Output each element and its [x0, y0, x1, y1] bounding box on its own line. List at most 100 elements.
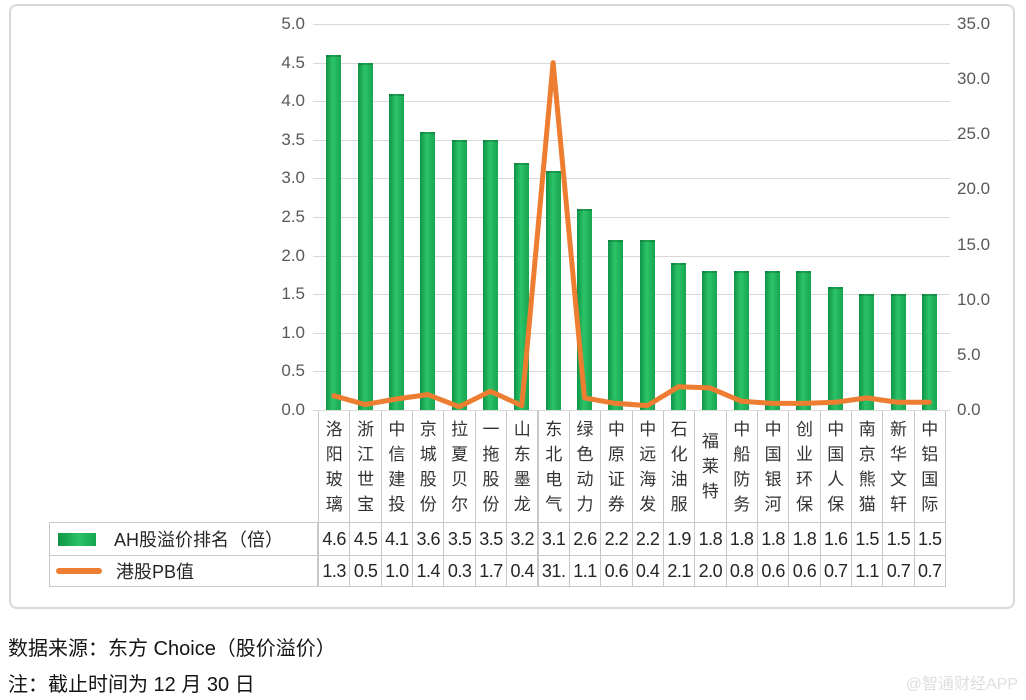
right-axis-tick-label: 5.0 — [957, 344, 981, 364]
ah-value-cell: 1.6 — [819, 522, 852, 556]
pb-value-cell: 1.4 — [412, 555, 445, 587]
ah-value-cell: 3.6 — [412, 522, 445, 556]
left-axis-tick-label: 0.5 — [281, 361, 305, 381]
ah-value-cell: 1.9 — [662, 522, 696, 556]
category-cell: 山东墨龙 — [506, 410, 539, 523]
left-axis-tick-label: 0.0 — [281, 400, 305, 419]
bar — [357, 62, 373, 410]
pb-value-cell: 1.0 — [380, 555, 414, 587]
pb-value-cell: 0.4 — [631, 555, 664, 587]
gridline — [313, 255, 950, 257]
legend-item-line: 港股PB值 — [49, 555, 318, 587]
left-axis-tick-label: 4.0 — [281, 91, 305, 111]
bar — [765, 271, 781, 410]
ah-value-cell: 4.1 — [380, 522, 414, 556]
left-axis-tick-label: 3.5 — [281, 129, 305, 149]
bar — [326, 54, 342, 410]
gridline — [313, 217, 950, 218]
category-cell: 福莱特 — [694, 410, 727, 523]
chart-frame — [9, 4, 1015, 609]
category-cell: 东北电气 — [537, 410, 570, 523]
left-axis-tick-label: 5.0 — [281, 14, 305, 33]
category-cell: 拉夏贝尔 — [443, 410, 476, 523]
left-axis-tick-label: 3.0 — [281, 168, 305, 188]
right-axis-tick-label: 30.0 — [957, 69, 991, 89]
bar — [702, 271, 718, 410]
ah-value-cell: 3.5 — [443, 522, 476, 556]
category-cell: 一拖股份 — [474, 410, 508, 523]
pb-value-cell: 0.6 — [788, 555, 821, 587]
pb-value-cell: 1.1 — [568, 555, 602, 587]
ah-value-cell: 1.5 — [882, 522, 915, 556]
pb-value-cell: 0.3 — [443, 555, 476, 587]
gridline — [313, 410, 950, 411]
bar — [451, 139, 467, 410]
legend-bar-label: AH股溢价排名（倍） — [114, 530, 284, 550]
gridline — [313, 139, 950, 141]
pb-value-cell: 0.4 — [506, 555, 539, 587]
ah-value-cell: 2.6 — [568, 522, 602, 556]
ah-value-cell: 2.2 — [600, 522, 633, 556]
ah-value-cell: 3.1 — [537, 522, 570, 556]
ah-value-cell: 1.5 — [851, 522, 884, 556]
ah-value-cell: 1.8 — [788, 522, 821, 556]
category-cell: 南京熊猫 — [851, 410, 884, 523]
left-axis-tick-label: 2.5 — [281, 207, 305, 226]
category-cell: 京城股份 — [412, 410, 445, 523]
category-cell: 中信建投 — [380, 410, 414, 523]
pb-value-cell: 0.7 — [819, 555, 852, 587]
pb-value-cell: 0.7 — [913, 555, 946, 587]
bar — [890, 294, 906, 410]
ah-value-cell: 3.2 — [506, 522, 539, 556]
pb-value-cell: 0.5 — [349, 555, 382, 587]
bar — [921, 294, 937, 410]
ah-value-cell: 3.5 — [474, 522, 508, 556]
category-cell: 中船防务 — [725, 410, 758, 523]
category-cell: 中国人保 — [819, 410, 852, 523]
right-axis-tick-label: 25.0 — [957, 124, 991, 144]
line-series-swatch — [56, 568, 102, 574]
pb-value-cell: 1.3 — [318, 555, 351, 587]
left-axis-tick-label: 2.0 — [281, 245, 305, 265]
gridline — [313, 178, 950, 180]
ah-value-cell: 2.2 — [631, 522, 664, 556]
right-axis-tick-label: 0.0 — [957, 400, 981, 419]
left-axis-tick-label: 4.5 — [281, 52, 305, 72]
category-cell: 创业环保 — [788, 410, 821, 523]
pb-value-cell: 0.7 — [882, 555, 915, 587]
right-axis-tick-label: 20.0 — [957, 179, 991, 199]
right-axis-tick-label: 10.0 — [957, 289, 991, 309]
right-axis-tick-label: 15.0 — [957, 234, 991, 254]
gridline — [313, 294, 950, 296]
pb-value-cell: 31. — [537, 555, 570, 587]
bar — [859, 294, 875, 410]
bar — [388, 93, 404, 410]
data-source-note: 数据来源：东方 Choice（股价溢价） — [8, 638, 336, 660]
category-cell: 中原证券 — [600, 410, 633, 523]
gridline — [313, 371, 950, 373]
ah-value-cell: 1.8 — [756, 522, 790, 556]
left-axis-tick-label: 1.5 — [281, 284, 305, 304]
bar — [733, 271, 749, 410]
gridline — [313, 332, 950, 334]
pb-value-cell: 1.7 — [474, 555, 508, 587]
bar — [545, 170, 561, 410]
pb-value-cell: 0.6 — [600, 555, 633, 587]
ah-value-cell: 1.8 — [725, 522, 758, 556]
gridline — [313, 101, 950, 103]
bar — [608, 240, 624, 410]
pb-value-cell: 2.1 — [662, 555, 696, 587]
category-cell: 中远海发 — [631, 410, 664, 523]
legend-item-bar: AH股溢价排名（倍） — [49, 522, 318, 556]
bar — [482, 139, 498, 410]
bar — [796, 271, 812, 410]
category-cell: 中铝国际 — [913, 410, 946, 523]
bar-series-swatch — [58, 532, 96, 546]
pb-line-series — [331, 60, 932, 410]
gridline — [313, 62, 950, 64]
pb-value-cell: 1.1 — [851, 555, 884, 587]
category-cell: 绿色动力 — [568, 410, 602, 523]
category-cell: 中国银河 — [756, 410, 790, 523]
cutoff-date-note: 注：截止时间为 12 月 30 日 — [8, 674, 255, 696]
pb-line — [331, 60, 932, 410]
